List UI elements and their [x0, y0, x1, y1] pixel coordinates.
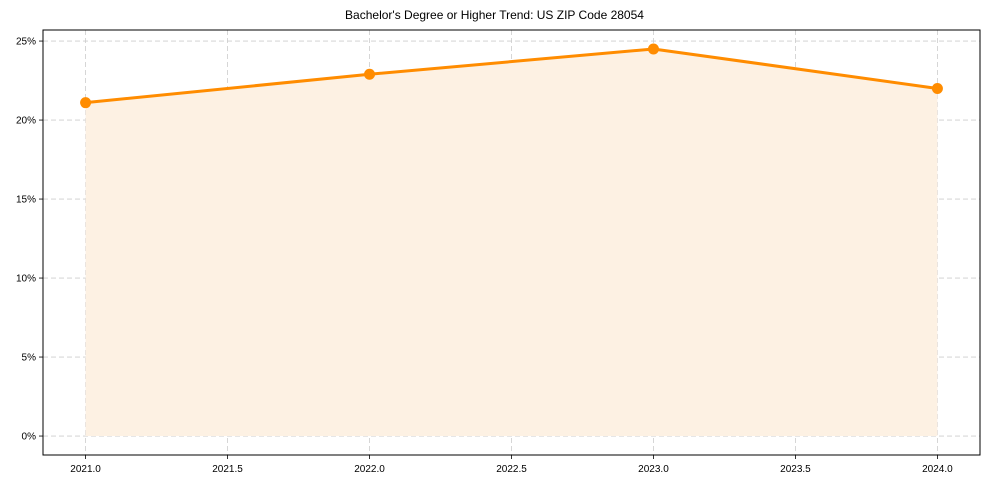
data-point: [931, 82, 943, 94]
y-tick-label: 10%: [16, 274, 36, 285]
x-tick-label: 2022.0: [354, 464, 385, 475]
chart-title: Bachelor's Degree or Higher Trend: US ZI…: [345, 8, 644, 22]
data-point: [364, 68, 376, 80]
data-point: [647, 43, 659, 55]
y-tick-label: 0%: [22, 432, 37, 443]
y-tick-label: 20%: [16, 116, 36, 127]
x-tick-label: 2024.0: [922, 464, 953, 475]
y-axis: 0% 5% 10% 15% 20% 25%: [16, 37, 43, 443]
x-tick-label: 2022.5: [496, 464, 527, 475]
x-tick-label: 2021.5: [212, 464, 243, 475]
y-tick-label: 15%: [16, 195, 36, 206]
data-point-markers: [80, 43, 943, 109]
area-fill: [85, 48, 938, 437]
x-tick-label: 2023.0: [638, 464, 669, 475]
data-point: [80, 97, 92, 109]
x-tick-label: 2021.0: [70, 464, 101, 475]
x-tick-label: 2023.5: [780, 464, 811, 475]
x-axis: 2021.0 2021.5 2022.0 2022.5 2023.0 2023.5 2024…: [70, 455, 953, 475]
trend-line: [85, 47, 938, 105]
y-tick-label: 25%: [16, 37, 36, 48]
y-tick-label: 5%: [22, 353, 37, 364]
